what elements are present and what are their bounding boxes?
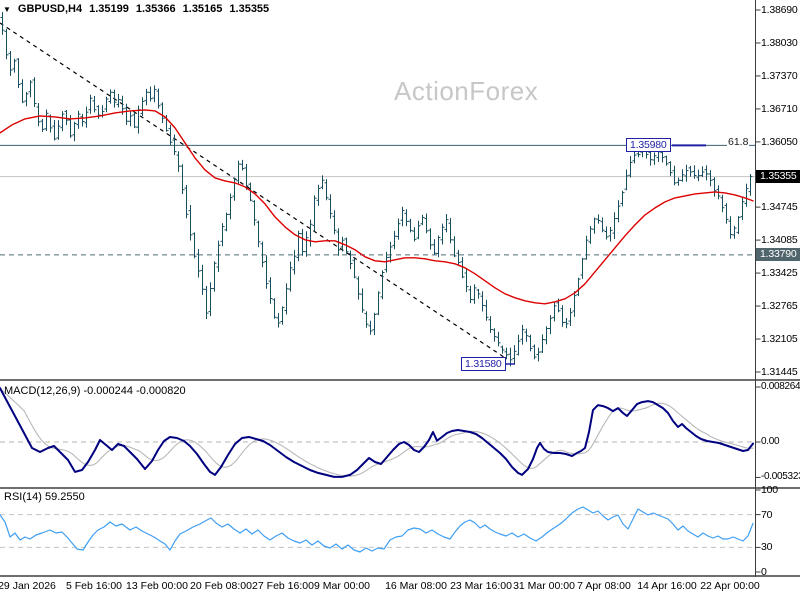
price-axis-tick-label: 1.34745 <box>761 201 798 214</box>
resistance-level-box[interactable]: 1.35980 <box>626 138 671 153</box>
time-axis-label: 13 Feb 00:00 <box>126 580 188 592</box>
macd-signal-line <box>0 387 754 477</box>
price-axis-tick-label: 1.32105 <box>761 333 798 346</box>
quote-open: 1.35199 <box>89 3 129 15</box>
rsi-axis-tick-label: 70 <box>761 508 773 521</box>
quote-high: 1.35366 <box>135 3 176 15</box>
ohlc-bar-series <box>0 12 753 367</box>
macd-axis-tick-label: -0.005323 <box>761 471 800 483</box>
descending-trendline[interactable] <box>0 22 506 359</box>
panel-separator[interactable] <box>0 487 800 489</box>
rsi-axis-tick-label: 0 <box>761 566 767 578</box>
price-axis-tick-label: 1.33425 <box>761 267 798 280</box>
ma-line <box>0 109 754 305</box>
price-axis-tick-label: 1.31445 <box>761 366 798 378</box>
macd-axis-tick-label: 0.008264 <box>761 381 800 392</box>
time-axis-label: 9 Mar 00:00 <box>313 580 371 592</box>
price-axis-tick-label: 1.38690 <box>761 4 798 16</box>
rsi-axis-tick-label: 100 <box>761 484 778 496</box>
swing-low-level-box[interactable]: 1.31580 <box>461 357 506 371</box>
macd-main-line <box>0 387 754 478</box>
time-axis-label: 16 Mar 08:00 <box>385 580 447 592</box>
price-axis-tick-label: 1.37370 <box>761 69 798 82</box>
macd-indicator-label: MACD(12,26,9) -0.000244 -0.000820 <box>4 385 186 397</box>
rsi-axis-tick-label: 30 <box>761 541 773 554</box>
price-axis-tick-label: 1.36710 <box>761 102 798 115</box>
rsi-indicator-label: RSI(14) 59.2550 <box>4 491 85 503</box>
time-axis-label: 7 Apr 08:00 <box>577 580 631 592</box>
price-axis-tick-label: 1.38030 <box>761 36 798 49</box>
price-axis-tick-label: 1.34085 <box>761 234 798 247</box>
current-price-tag: 1.35355 <box>756 170 800 184</box>
time-axis-label: 27 Feb 16:00 <box>252 580 314 592</box>
rsi-line <box>0 506 754 553</box>
price-axis-tick-label: 1.32765 <box>761 300 798 313</box>
time-axis-label: 23 Mar 16:00 <box>450 580 512 592</box>
fib-618-label: 61.8 <box>727 136 750 148</box>
time-axis-label: 5 Feb 16:00 <box>65 580 123 592</box>
quote-bar: ▼ GBPUSD,H4 1.35199 1.35366 1.35165 1.35… <box>3 3 269 15</box>
panel-separator[interactable] <box>0 379 800 381</box>
symbol-dropdown-icon[interactable]: ▼ <box>3 4 11 14</box>
watermark: ActionForex <box>394 76 539 106</box>
price-axis-tick-label: 1.36050 <box>761 135 798 148</box>
time-axis-label: 31 Mar 00:00 <box>513 580 575 592</box>
time-axis-label: 14 Apr 16:00 <box>637 580 697 592</box>
time-axis-label: 20 Feb 08:00 <box>190 580 252 592</box>
support-price-tag: 1.33790 <box>756 248 800 262</box>
panel-separator[interactable] <box>0 575 800 577</box>
symbol-timeframe: GBPUSD,H4 <box>17 3 83 15</box>
time-axis-label: 29 Jan 2026 <box>0 580 56 592</box>
quote-low: 1.35165 <box>182 3 223 15</box>
quote-close: 1.35355 <box>229 3 270 15</box>
time-axis-label: 22 Apr 00:00 <box>700 580 760 592</box>
macd-axis-tick-label: 0.00 <box>761 436 780 447</box>
